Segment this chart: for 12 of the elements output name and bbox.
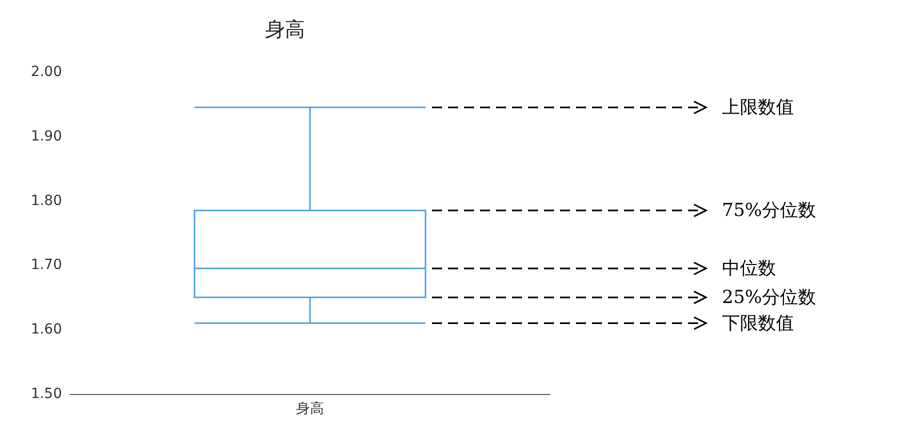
- text: 下限数值: [722, 312, 794, 336]
- chart-title: 身高: [265, 17, 305, 41]
- y-tick-label: 1.90: [30, 128, 62, 144]
- y-tick-label: 1.80: [30, 192, 62, 209]
- y-tick-label: 1.50: [30, 386, 62, 402]
- text: 上限数值: [722, 96, 794, 120]
- y-tick-label: 1.60: [30, 322, 62, 338]
- text: 25%分位数: [722, 286, 816, 310]
- text: 75%分位数: [722, 199, 816, 222]
- y-tick-label: 1.70: [30, 257, 62, 274]
- y-tick-label: 2.00: [30, 64, 62, 80]
- text: 中位数: [722, 257, 776, 280]
